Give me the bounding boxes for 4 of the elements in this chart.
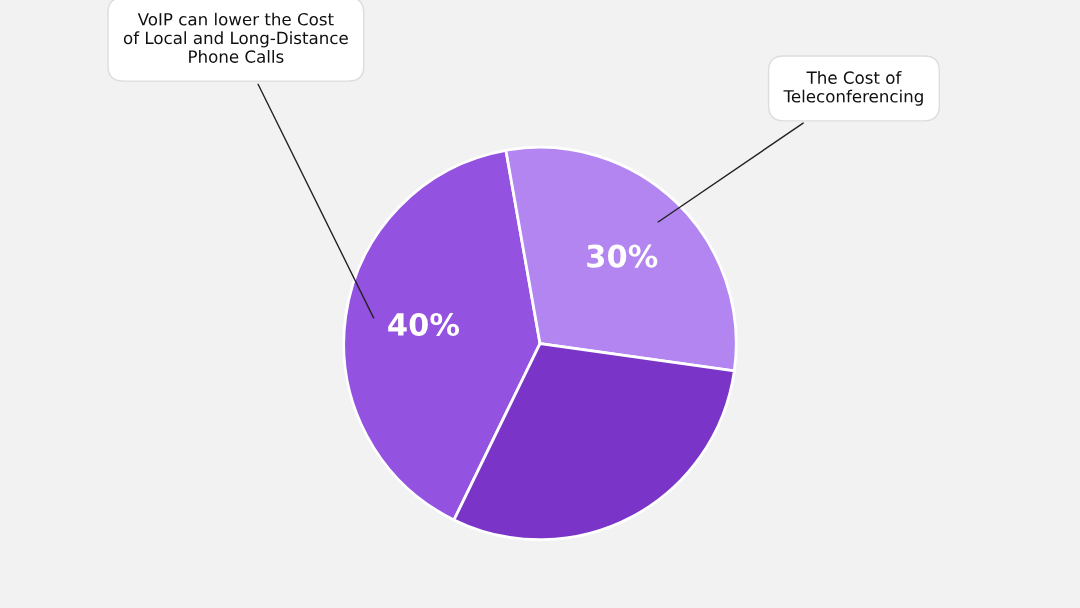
data-label: 40% [388,312,460,336]
slice-label: The Cost of Teleconferencing [783,71,923,106]
slice-label: VoIP can lower the Cost of Local and Long-Distance Phone Calls [123,12,348,63]
data-label: 30% [587,244,658,268]
